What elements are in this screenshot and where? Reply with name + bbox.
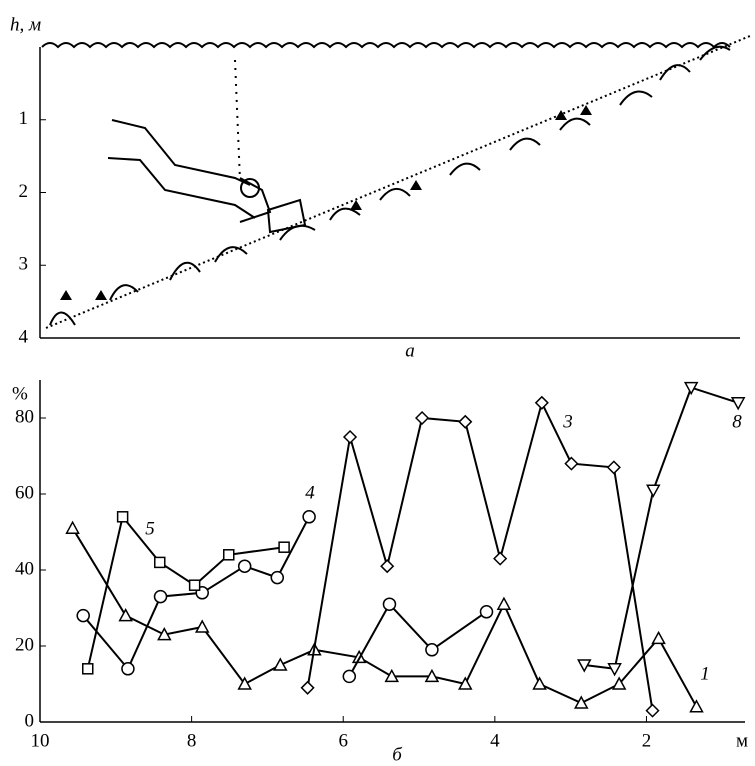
- x-tick-label: 8: [187, 730, 197, 751]
- marker: [121, 662, 135, 676]
- marker: [153, 589, 168, 604]
- marker: [342, 429, 358, 445]
- y-tick-label: 1: [19, 108, 29, 129]
- marker: [118, 608, 133, 622]
- marker: [223, 549, 235, 561]
- marker: [534, 395, 549, 410]
- series-line: [86, 514, 285, 670]
- x-tick-label: 6: [338, 730, 348, 751]
- marker: [300, 680, 315, 695]
- y-tick-label: 2: [19, 181, 29, 202]
- marker: [577, 659, 592, 673]
- marker: [458, 414, 473, 429]
- illustration: [41, 35, 751, 329]
- diver-head: [240, 178, 260, 198]
- diver: [107, 119, 307, 234]
- x-tick-label: 10: [31, 730, 50, 751]
- marker: [730, 397, 746, 411]
- marker: [564, 456, 579, 471]
- marker: [532, 676, 547, 690]
- x-axis-label: м: [736, 730, 748, 751]
- top-y-label: h, м: [10, 14, 41, 35]
- y-tick-label: 60: [15, 482, 34, 503]
- marker: [384, 668, 400, 683]
- marker: [683, 381, 699, 396]
- marker: [689, 699, 704, 713]
- water-surface: [41, 42, 731, 49]
- marker: [154, 556, 166, 569]
- y-tick-label: 40: [15, 558, 34, 579]
- marker: [342, 669, 357, 684]
- marker: [76, 608, 90, 623]
- marker: [606, 460, 621, 475]
- marker: [194, 619, 210, 633]
- marker: [607, 663, 622, 677]
- marker: [382, 597, 397, 611]
- y-tick-label: 0: [25, 710, 35, 731]
- marker: [458, 676, 473, 690]
- marker: [188, 579, 201, 591]
- marker: [270, 570, 285, 585]
- marker: [425, 643, 439, 657]
- marker: [273, 657, 288, 671]
- y-tick-label: 80: [15, 406, 34, 427]
- panel-caption: а: [405, 340, 415, 361]
- marker: [278, 541, 290, 553]
- sea-floor: [45, 35, 751, 329]
- marker: [573, 695, 589, 709]
- marker: [415, 410, 430, 426]
- bubbles: [234, 59, 241, 181]
- y-tick-label: 3: [19, 254, 29, 275]
- marker: [116, 511, 129, 523]
- marker: [380, 559, 395, 574]
- series-label: 1: [700, 663, 710, 684]
- marker: [424, 668, 440, 683]
- y-axis-label: %: [12, 383, 28, 404]
- marker: [237, 676, 252, 690]
- marker: [82, 663, 94, 675]
- x-tick-label: 2: [642, 730, 652, 751]
- series-label: 8: [732, 411, 742, 432]
- marker: [479, 605, 494, 619]
- series-label: 5: [145, 518, 155, 539]
- marker: [237, 559, 252, 573]
- marker: [65, 520, 80, 534]
- marker: [157, 627, 172, 641]
- marker: [611, 676, 627, 690]
- series-line: [306, 399, 654, 711]
- series-label: 3: [562, 411, 573, 432]
- marker: [651, 630, 666, 645]
- y-tick-label: 4: [19, 326, 29, 347]
- y-tick-label: 20: [15, 634, 34, 655]
- marker: [645, 703, 660, 718]
- marker: [302, 510, 316, 524]
- marker: [493, 551, 508, 566]
- series-label: 4: [305, 482, 315, 503]
- series-line: [584, 386, 739, 670]
- rocks: [60, 105, 592, 300]
- marker: [496, 596, 512, 610]
- panel-caption: б: [392, 744, 403, 765]
- x-tick-label: 4: [490, 730, 500, 751]
- series-line: [348, 602, 488, 677]
- marker: [646, 484, 661, 498]
